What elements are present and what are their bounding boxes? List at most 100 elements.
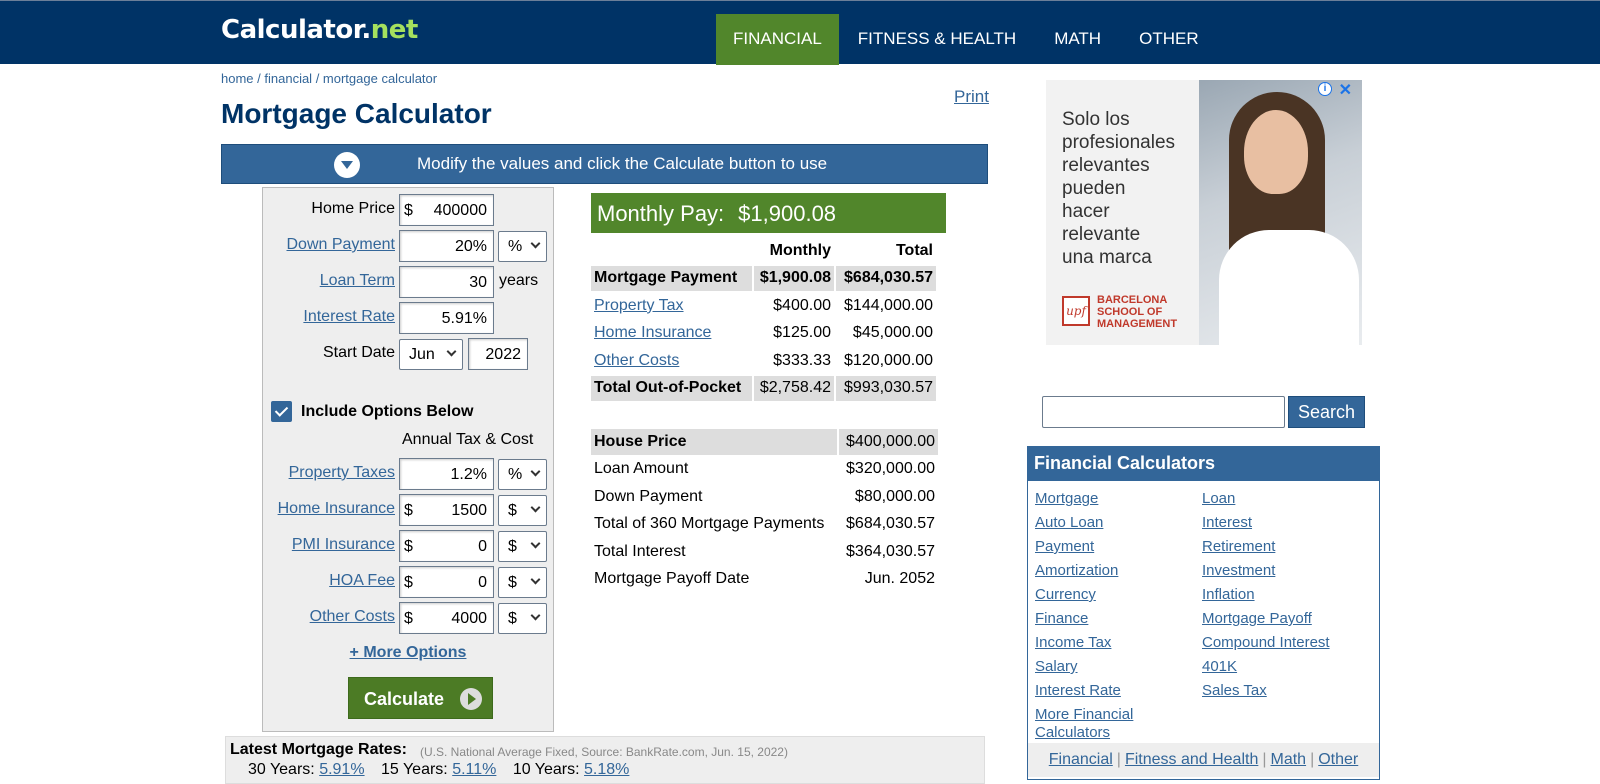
property-taxes-unit-select[interactable]: % [498, 459, 547, 490]
monthly-pay-label: Monthly Pay: [597, 201, 725, 226]
footer-other[interactable]: Other [1318, 751, 1359, 768]
property-tax-link[interactable]: Property Tax [594, 296, 684, 314]
hoa-fee-unit-select[interactable]: $ [498, 567, 547, 598]
calc-links-col1: Mortgage Auto Loan Payment Amortization … [1035, 487, 1195, 742]
link-mortgage[interactable]: Mortgage [1035, 490, 1099, 507]
ad-info-icon[interactable]: i [1318, 82, 1332, 96]
link-mortgage-payoff[interactable]: Mortgage Payoff [1202, 610, 1312, 627]
property-taxes-label[interactable]: Property Taxes [288, 464, 395, 481]
link-loan[interactable]: Loan [1202, 490, 1236, 507]
link-amortization[interactable]: Amortization [1035, 562, 1119, 579]
pmi-insurance-unit-select[interactable]: $ [498, 531, 547, 562]
link-401k[interactable]: 401K [1202, 658, 1238, 675]
nav-other[interactable]: OTHER [1139, 29, 1199, 48]
include-options-checkbox[interactable] [271, 401, 292, 422]
row-monthly: $2,758.42 [754, 375, 834, 401]
financial-calculators-box: Financial Calculators Mortgage Auto Loan… [1027, 446, 1380, 780]
chevron-down-icon [530, 574, 541, 585]
property-taxes-input[interactable]: 1.2% [399, 458, 494, 490]
hoa-fee-input[interactable]: $0 [399, 566, 494, 598]
row-monthly: $333.33 [773, 351, 831, 369]
include-options-label[interactable]: Include Options Below [301, 403, 474, 420]
breadcrumb: home / financial / mortgage calculator [221, 71, 438, 86]
nav-financial[interactable]: FINANCIAL [716, 14, 839, 65]
link-sales-tax[interactable]: Sales Tax [1202, 682, 1267, 699]
rate-15-link[interactable]: 5.11% [452, 761, 497, 778]
link-investment[interactable]: Investment [1202, 562, 1276, 579]
link-auto-loan[interactable]: Auto Loan [1035, 514, 1104, 531]
chevron-down-icon [446, 346, 457, 357]
hoa-fee-label[interactable]: HOA Fee [329, 572, 395, 589]
other-costs-unit-select[interactable]: $ [498, 603, 547, 634]
down-payment-input[interactable]: 20% [399, 230, 494, 262]
close-icon[interactable]: ✕ [1338, 82, 1352, 99]
search-button[interactable]: Search [1288, 396, 1365, 428]
chevron-down-icon [530, 502, 541, 513]
footer-fitness-health[interactable]: Fitness and Health [1124, 751, 1259, 768]
link-interest-rate[interactable]: Interest Rate [1035, 682, 1121, 699]
interest-rate-input[interactable]: 5.91% [399, 302, 494, 334]
other-costs-label[interactable]: Other Costs [309, 608, 395, 625]
financial-calculators-title: Financial Calculators [1028, 447, 1379, 481]
property-taxes-row: Property Taxes 1.2% % [263, 458, 553, 490]
link-payment[interactable]: Payment [1035, 538, 1095, 555]
home-insurance-unit-select[interactable]: $ [498, 495, 547, 526]
pmi-insurance-input[interactable]: $0 [399, 530, 494, 562]
other-costs-input[interactable]: $4000 [399, 602, 494, 634]
latest-rates-heading: Latest Mortgage Rates: [230, 741, 407, 758]
top-header: Calculator.net FINANCIAL FITNESS & HEALT… [0, 0, 1600, 65]
link-more-financial[interactable]: More Financial Calculators [1035, 706, 1134, 741]
table-row: Down Payment $80,000.00 [591, 484, 938, 510]
search-input[interactable] [1042, 396, 1285, 428]
pmi-insurance-label[interactable]: PMI Insurance [291, 536, 395, 553]
nav-fitness-health[interactable]: FITNESS & HEALTH [857, 29, 1017, 48]
loan-summary-table: House Price $400,000.00 Loan Amount $320… [589, 427, 940, 594]
interest-rate-label[interactable]: Interest Rate [303, 308, 395, 325]
rate-30-link[interactable]: 5.91% [319, 761, 365, 778]
home-insurance-link[interactable]: Home Insurance [594, 324, 712, 342]
loan-term-label[interactable]: Loan Term [319, 272, 395, 289]
site-logo[interactable]: Calculator.net [221, 15, 418, 45]
footer-financial[interactable]: Financial [1048, 751, 1113, 768]
rate-10-link[interactable]: 5.18% [584, 761, 630, 778]
breadcrumb-financial[interactable]: financial [264, 71, 313, 86]
monthly-pay-value: $1,900.08 [738, 201, 837, 226]
link-inflation[interactable]: Inflation [1202, 586, 1255, 603]
more-options-link[interactable]: + More Options [349, 644, 467, 661]
link-currency[interactable]: Currency [1035, 586, 1096, 603]
home-insurance-input[interactable]: $1500 [399, 494, 494, 526]
advertisement[interactable]: Solo los profesionales relevantes pueden… [1046, 80, 1362, 345]
footer-math[interactable]: Math [1270, 751, 1307, 768]
calculate-button[interactable]: Calculate [348, 677, 493, 719]
link-finance[interactable]: Finance [1035, 610, 1089, 627]
breadcrumb-mortgage[interactable]: mortgage calculator [322, 71, 438, 86]
home-insurance-label[interactable]: Home Insurance [277, 500, 395, 517]
down-payment-label[interactable]: Down Payment [286, 236, 396, 253]
table-row: Other Costs $333.33 $120,000.00 [591, 348, 936, 374]
row-label: Mortgage Payment [591, 265, 752, 291]
breadcrumb-home[interactable]: home [221, 71, 254, 86]
chevron-down-icon [530, 610, 541, 621]
table-row: Mortgage Payment $1,900.08 $684,030.57 [591, 265, 936, 291]
nav-math[interactable]: MATH [1054, 29, 1102, 48]
print-link[interactable]: Print [954, 87, 989, 106]
col-monthly-header: Monthly [769, 241, 831, 259]
table-row: Property Tax $400.00 $144,000.00 [591, 293, 936, 319]
link-retirement[interactable]: Retirement [1202, 538, 1276, 555]
link-interest[interactable]: Interest [1202, 514, 1253, 531]
home-price-input[interactable]: $400000 [399, 194, 494, 226]
row-label: House Price [591, 429, 837, 455]
link-income-tax[interactable]: Income Tax [1035, 634, 1112, 651]
link-salary[interactable]: Salary [1035, 658, 1078, 675]
other-costs-link[interactable]: Other Costs [594, 351, 680, 369]
link-compound-interest[interactable]: Compound Interest [1202, 634, 1330, 651]
hoa-fee-row: HOA Fee $0 $ [263, 566, 553, 598]
instructions-banner[interactable]: Modify the values and click the Calculat… [221, 144, 988, 184]
down-payment-unit-select[interactable]: % [498, 231, 547, 262]
start-month-select[interactable]: Jun [399, 339, 463, 370]
monthly-pay-header: Monthly Pay: $1,900.08 [591, 193, 946, 233]
chevron-down-icon[interactable] [334, 152, 360, 178]
loan-term-input[interactable]: 30 [399, 266, 494, 298]
start-year-input[interactable]: 2022 [468, 338, 528, 370]
banner-text: Modify the values and click the Calculat… [417, 154, 828, 173]
